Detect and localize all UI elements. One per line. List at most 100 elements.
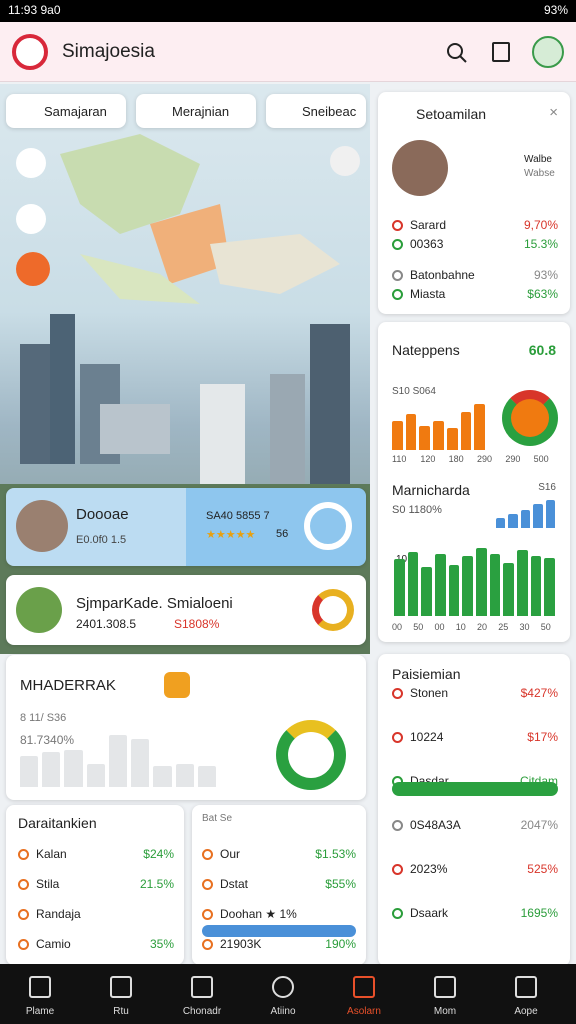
bar [530,556,542,616]
status-battery: 93% [543,3,568,17]
row-value: 1695% [520,906,558,920]
app-logo[interactable] [12,34,48,70]
bar [545,500,555,528]
row-label: 21903K [220,937,262,951]
bar [20,756,39,787]
row-label: Miasta [410,287,446,301]
row-label: 0S48A3A [410,818,461,832]
row-icon [392,220,403,231]
map-button[interactable] [16,252,50,286]
map-button[interactable] [330,146,360,176]
bar [462,556,473,616]
row-value: $427% [520,686,558,700]
bar [394,559,405,616]
nav-icon[interactable] [29,976,51,998]
nav-label: Atiino [270,1006,296,1017]
x-tick-label: 50 [413,622,424,632]
row-label: Sarard [410,218,447,232]
row-value: $55% [325,877,356,891]
bar [460,411,472,450]
nav-icon[interactable] [515,976,537,998]
row-icon [202,879,213,890]
list-card: Daraitankien Kalan $24% Stila 21.5% Randaja C… [6,805,184,965]
card-title: MHADERRAK [20,677,116,694]
map-land [60,134,340,304]
row-value: 15.3% [523,237,558,251]
row-label: 00363 [410,237,444,251]
app-header: Simajoesia [0,22,576,82]
rating-count: 56 [276,528,289,540]
bar [503,562,514,616]
nav-icon[interactable] [272,976,294,998]
row-label: Stonen [410,686,449,700]
share-icon[interactable] [492,42,510,62]
bar [496,518,506,528]
donut [312,589,354,631]
row-value: 35% [149,937,174,951]
bar [42,751,61,787]
row-icon [18,879,29,890]
profile-avatar[interactable] [532,36,564,68]
row-icon [18,909,29,920]
nav-icon[interactable] [353,976,375,998]
status-bar: 11:93 9a0 93% [0,0,576,22]
bar [520,510,531,528]
x-tick-label: 290 [477,454,493,464]
nav-label: Mom [433,1006,457,1017]
x-tick-label: 00 [434,622,445,632]
bar-chart [20,725,220,787]
row-icon [202,909,213,920]
row-icon [392,908,403,919]
place-sub: E0.0f0 1.5 [76,534,127,546]
map-view[interactable]: Samajaran Merajnian Sneibeac [0,84,370,654]
chart-sub: S0 1180% [392,504,442,516]
place-stat: SA40 5855 7 [206,510,270,522]
row-label: Kalan [36,847,67,861]
nav-icon[interactable] [434,976,456,998]
row-label: Stila [36,877,60,891]
bar [508,514,518,528]
place-card[interactable]: Doooae E0.0f0 1.5 SA40 5855 7 ★★★★★ 56 [6,488,366,566]
tab[interactable]: Merajnian [136,94,256,128]
nav-icon[interactable] [110,976,132,998]
tab[interactable]: Samajaran [6,94,126,128]
row-icon [392,239,403,250]
row-label: Dsaark [410,906,449,920]
panel-title: Setoamilan [416,106,487,122]
place-title: SjmparKade. Smialoeni [76,595,233,612]
x-tick-label: 180 [448,454,464,464]
row-value: $17% [527,730,558,744]
bar [197,766,216,787]
row-label: 2023% [410,862,448,876]
map-button[interactable] [16,148,46,178]
nav-icon[interactable] [191,976,213,998]
nav-label: Rtu [113,1006,129,1017]
map-button[interactable] [16,204,46,234]
summary-sub: 8 11/ S36 [20,712,67,724]
bar [407,552,419,616]
tab[interactable]: Sneibeac [266,94,366,128]
bar [405,414,417,450]
summary-value: 81.7340% [20,733,75,747]
app-title: Simajoesia [62,41,155,62]
search-icon[interactable] [446,42,468,64]
row-value: $1.53% [315,847,356,861]
donut [304,502,352,550]
bar [175,764,194,787]
row-value: 525% [527,862,558,876]
place-thumb [16,500,68,552]
chart-sub: S10 S064 [392,386,436,397]
bar [476,548,487,616]
row-icon [392,732,403,743]
place-card[interactable]: SjmparKade. Smialoeni 2401.308.5 S1808% [6,575,366,645]
row-icon [392,864,403,875]
tab-label: Merajnian [172,104,230,119]
tab-label: Samajaran [44,104,107,119]
row-value: 93% [533,268,558,282]
bar [419,426,431,450]
bar [433,421,444,450]
close-button[interactable]: × [549,104,558,121]
bottom-nav: Plame Rtu Chonadr Atiino Asolarn Mom Aope [0,964,576,1024]
progress-bar [202,925,356,937]
